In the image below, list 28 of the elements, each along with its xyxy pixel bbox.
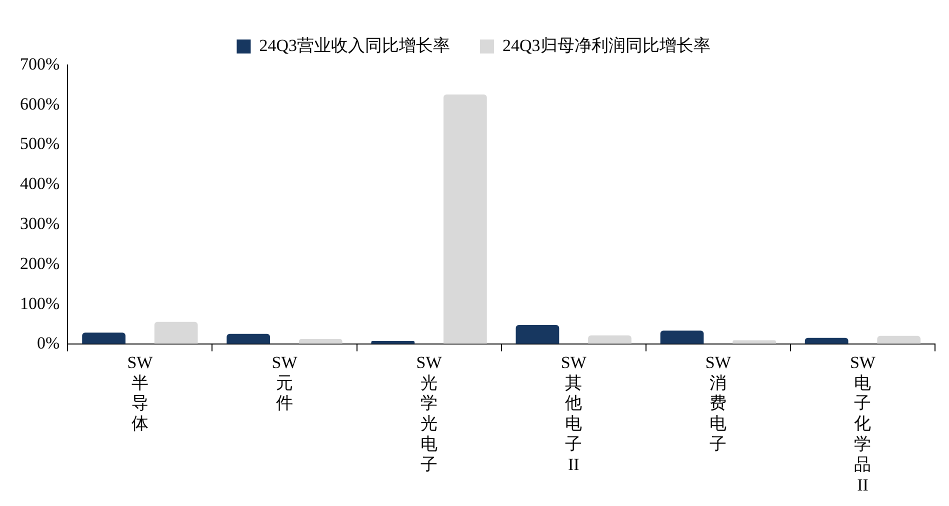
- legend-label: 24Q3归母净利润同比增长率: [502, 36, 710, 55]
- bar: [588, 335, 632, 344]
- bar: [298, 339, 342, 344]
- x-tick-label: SW其他电子II: [560, 352, 588, 474]
- x-tick-label: SW半导体: [127, 352, 154, 434]
- y-tick-label: 0%: [36, 334, 60, 353]
- y-tick-label: 600%: [20, 94, 60, 114]
- bar: [804, 338, 848, 344]
- bar: [660, 330, 704, 344]
- x-tick-label: SW元件: [272, 352, 298, 413]
- x-tick-label: SW光学光电子: [416, 352, 443, 474]
- bar: [732, 340, 776, 344]
- y-tick-label: 200%: [20, 254, 60, 273]
- x-tick-label: SW消费电子: [705, 352, 732, 454]
- y-tick-label: 400%: [20, 174, 60, 194]
- y-tick-label: 100%: [20, 294, 60, 313]
- bar: [516, 325, 560, 344]
- bar: [444, 94, 487, 344]
- legend-label: 24Q3营业收入同比增长率: [259, 36, 450, 55]
- bar: [82, 332, 126, 344]
- x-tick-label: SW电子化学品II: [850, 352, 876, 494]
- y-tick-label: 300%: [20, 214, 60, 234]
- bar: [877, 336, 921, 344]
- bar: [154, 322, 198, 344]
- bar: [371, 341, 415, 344]
- bar: [226, 334, 270, 344]
- y-tick-label: 500%: [20, 134, 60, 154]
- y-tick-label: 700%: [20, 54, 60, 74]
